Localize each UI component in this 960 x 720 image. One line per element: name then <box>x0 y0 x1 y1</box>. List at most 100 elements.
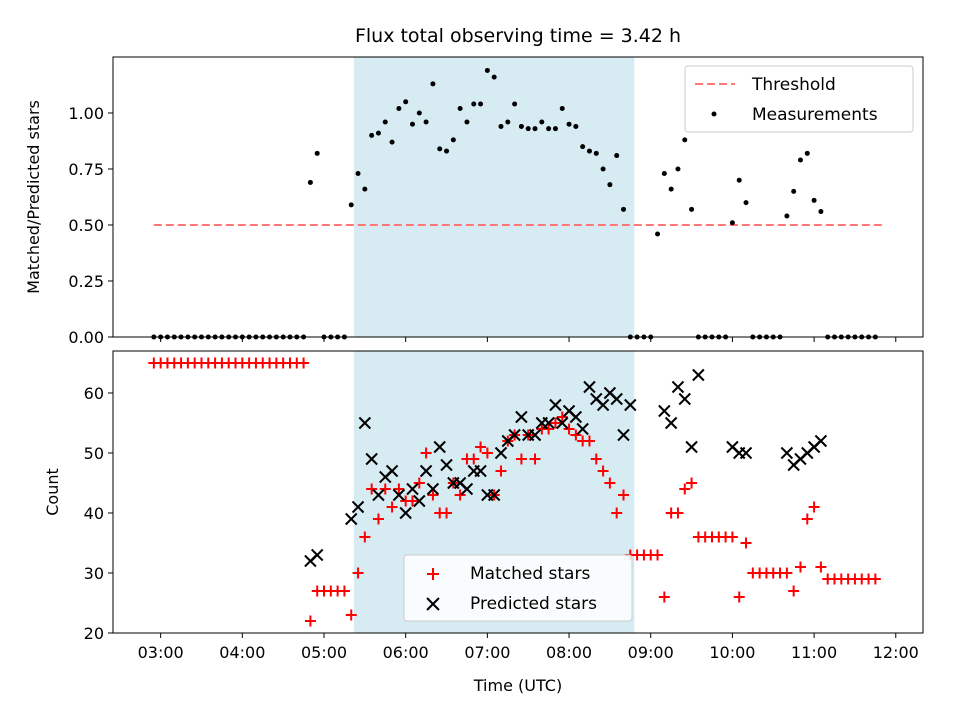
matched-star-point <box>740 537 752 549</box>
predicted-star-point <box>310 548 324 562</box>
bottom-y-tick-label: 60 <box>84 384 104 403</box>
measurement-point <box>512 101 518 107</box>
matched-star-point <box>345 609 357 621</box>
x-axis-label: Time (UTC) <box>473 676 562 695</box>
matched-star-point <box>366 483 378 495</box>
measurement-point <box>797 157 803 163</box>
bottom-legend: Matched stars Predicted stars <box>403 554 633 622</box>
predicted-star-point <box>576 422 589 436</box>
measurement-point <box>566 121 572 127</box>
predicted-star-d2 <box>515 410 528 424</box>
predicted-star-point <box>549 398 562 412</box>
predicted-star-point <box>440 458 453 472</box>
measurement-point <box>416 110 422 116</box>
predicted-star-point <box>685 440 698 454</box>
matched-star-point <box>869 573 881 585</box>
predicted-star-point <box>413 494 426 508</box>
predicted-star-d2 <box>671 380 685 394</box>
predicted-star-d2 <box>576 422 589 436</box>
predicted-star-d2 <box>678 392 691 406</box>
measurement-point <box>491 74 497 80</box>
measurement-point <box>818 209 824 215</box>
matched-star-point <box>611 507 623 519</box>
matched-star-point <box>652 549 664 561</box>
matched-star-point <box>441 507 453 519</box>
predicted-star-point <box>508 428 521 442</box>
legend-measurements-label: Measurements <box>752 105 878 125</box>
predicted-star-d2 <box>549 398 562 412</box>
measurement-point <box>348 202 354 208</box>
measurement-point <box>498 123 504 129</box>
matched-star-point <box>590 453 602 465</box>
predicted-star-point <box>433 440 446 454</box>
predicted-star-d2 <box>460 482 474 496</box>
predicted-star-d2 <box>419 464 433 478</box>
matched-star-point <box>794 561 806 573</box>
measurement-point <box>614 153 620 159</box>
measurement-point <box>505 119 511 125</box>
predicted-star-point <box>671 380 685 394</box>
matched-star-point <box>570 429 582 441</box>
predicted-star-d2 <box>590 392 603 406</box>
matched-star-point <box>352 567 364 579</box>
measurement-point <box>518 123 524 129</box>
predicted-star-d2 <box>617 428 630 442</box>
matched-star-point <box>379 483 391 495</box>
measurement-point <box>430 81 436 87</box>
measurement-point <box>736 177 742 183</box>
matched-star-point <box>515 453 527 465</box>
matched-star-point <box>427 489 439 501</box>
matched-star-point <box>815 561 827 573</box>
predicted-star-point <box>419 464 433 478</box>
matched-star-point <box>304 615 316 627</box>
predicted-star-point <box>358 416 372 430</box>
predicted-star-d2 <box>372 488 385 502</box>
bottom-x-tick-label: 05:00 <box>301 643 347 662</box>
measurement-point <box>811 197 817 203</box>
bottom-y-tick-label: 40 <box>84 504 104 523</box>
predicted-star-d2 <box>310 548 324 562</box>
bottom-y-axis-label: Count <box>43 468 62 516</box>
predicted-star-d2 <box>569 410 583 424</box>
predicted-star-point <box>392 488 406 502</box>
matched-star-point <box>298 357 310 369</box>
measurement-point <box>546 126 552 132</box>
legend-predicted-swatch <box>426 597 440 611</box>
measurement-point <box>478 101 484 107</box>
predicted-star-d2 <box>365 452 378 466</box>
matched-star-point <box>495 465 507 477</box>
matched-star-point <box>468 453 480 465</box>
predicted-star-d2 <box>658 404 671 418</box>
matched-star-point <box>549 417 561 429</box>
predicted-star-point <box>351 500 365 514</box>
measurement-point <box>525 126 531 132</box>
measurement-point <box>437 146 443 152</box>
predicted-star-point <box>610 392 623 406</box>
predicted-star-d2 <box>610 392 623 406</box>
bottom-x-tick-label: 04:00 <box>219 643 265 662</box>
bottom-axis-ticks: 20 30 40 50 60 03:00 04:00 05:00 06:00 07:00 08:00… <box>84 384 919 662</box>
top-y-tick-label: 0.25 <box>68 272 104 291</box>
measurement-point <box>655 231 661 237</box>
bottom-x-tick-label: 10:00 <box>709 643 755 662</box>
bottom-axes-frame <box>112 350 924 634</box>
predicted-star-point <box>780 446 794 460</box>
measurement-point <box>552 126 558 132</box>
measurement-point <box>369 132 375 138</box>
measurement-point <box>403 99 409 105</box>
predicted-star-point <box>624 398 637 412</box>
matched-star-point <box>808 501 820 513</box>
predicted-star-d2 <box>345 512 358 526</box>
matched-star-point <box>420 447 432 459</box>
matched-star-point <box>386 501 398 513</box>
predicted-stars-points <box>304 368 828 568</box>
measurement-point <box>484 67 490 73</box>
measurement-point <box>784 213 790 219</box>
predicted-star-point <box>542 416 555 430</box>
predicted-star-point <box>385 464 399 478</box>
bottom-x-tick-label: 09:00 <box>628 643 674 662</box>
predicted-star-d2 <box>487 488 501 502</box>
predicted-star-point <box>569 410 583 424</box>
measurement-point <box>559 106 565 112</box>
